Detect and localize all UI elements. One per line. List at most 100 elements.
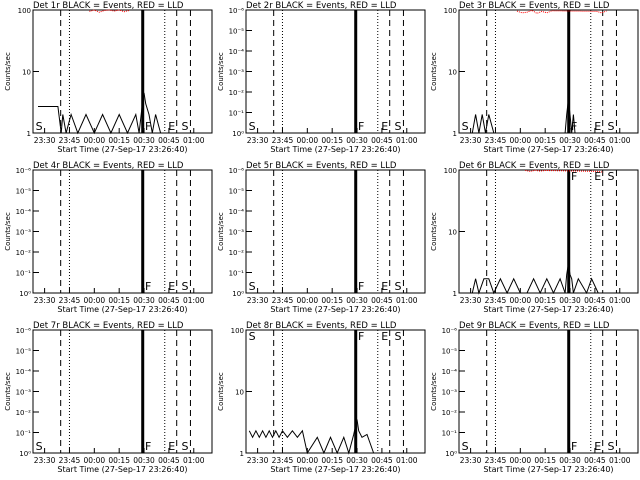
y-tick-label: 10⁻⁶ [16, 327, 32, 335]
data-line [471, 263, 599, 295]
x-tick-label: 00:15 [321, 296, 343, 305]
panel-title: Det 9r BLACK = Events, RED = LLD [459, 321, 610, 331]
x-tick-label: 01:00 [609, 296, 631, 305]
plot-frame [32, 329, 213, 454]
panel-title: Det 6r BLACK = Events, RED = LLD [459, 161, 610, 171]
marker-letter: E [594, 170, 601, 183]
x-tick-label: 00:45 [584, 136, 606, 145]
y-tick-label: 10 [22, 69, 31, 77]
marker-letter: S [249, 330, 256, 343]
x-tick-label: 23:30 [460, 136, 482, 145]
x-tick-label: 23:30 [34, 296, 56, 305]
marker-letter: E [381, 280, 388, 293]
marker-letter: S [182, 280, 189, 293]
marker-letter: S [395, 120, 402, 133]
marker-letter: E [381, 330, 388, 343]
y-tick-label: 1 [240, 450, 244, 458]
y-axis-label: Counts/sec [217, 52, 225, 91]
plot-frame [245, 9, 426, 134]
marker-letter: F [571, 170, 577, 183]
y-tick-label: 10 [448, 69, 457, 77]
x-tick-label: 23:30 [247, 456, 269, 465]
y-tick-label: 10⁻⁵ [442, 348, 458, 356]
marker-letter: F [145, 120, 151, 133]
panel-title: Det 7r BLACK = Events, RED = LLD [33, 321, 184, 331]
marker-letter: S [249, 120, 256, 133]
panel: Det 7r BLACK = Events, RED = LLD Counts/s… [4, 321, 213, 474]
plot-frame [32, 9, 213, 134]
x-axis-label: Start Time (27-Sep-17 23:26:40) [483, 465, 613, 474]
y-axis-label: Counts/sec [4, 372, 12, 411]
y-tick-label: 10⁻⁶ [16, 167, 32, 175]
marker-letter: E [594, 440, 601, 453]
x-tick-label: 00:00 [84, 296, 106, 305]
y-tick-label: 100 [444, 167, 457, 175]
panel: Det 4r BLACK = Events, RED = LLD Counts/s… [4, 161, 213, 314]
data-line [471, 99, 576, 134]
marker-letter: S [608, 170, 615, 183]
marker-letter: E [168, 120, 175, 133]
y-tick-label: 10⁻² [229, 249, 245, 257]
x-tick-label: 00:30 [559, 296, 581, 305]
x-tick-label: 00:45 [371, 136, 393, 145]
x-tick-label: 01:00 [396, 136, 418, 145]
x-tick-label: 00:00 [297, 136, 319, 145]
y-axis-label: Counts/sec [430, 372, 438, 411]
x-tick-label: 00:00 [297, 296, 319, 305]
y-tick-label: 10⁰ [232, 130, 244, 138]
panel: Det 2r BLACK = Events, RED = LLD Counts/s… [217, 1, 426, 154]
marker-letter: S [249, 280, 256, 293]
y-tick-label: 10⁻¹ [442, 430, 458, 438]
y-tick-label: 10⁻⁴ [229, 48, 245, 56]
panel-title: Det 2r BLACK = Events, RED = LLD [246, 1, 397, 11]
x-axis-label: Start Time (27-Sep-17 23:26:40) [483, 305, 613, 314]
x-axis-label: Start Time (27-Sep-17 23:26:40) [57, 465, 187, 474]
plot-frame [32, 169, 213, 294]
y-tick-label: 10 [235, 389, 244, 397]
x-tick-label: 01:00 [183, 456, 205, 465]
marker-letter: S [36, 440, 43, 453]
x-axis-label: Start Time (27-Sep-17 23:26:40) [270, 145, 400, 154]
x-tick-label: 00:45 [158, 296, 180, 305]
marker-letter: S [182, 440, 189, 453]
y-tick-label: 100 [444, 7, 457, 15]
y-tick-label: 10⁻² [16, 409, 32, 417]
y-tick-label: 10⁻⁵ [16, 188, 32, 196]
x-tick-label: 23:45 [485, 296, 507, 305]
x-tick-label: 00:30 [346, 296, 368, 305]
y-tick-label: 10⁻¹ [229, 110, 245, 118]
y-tick-label: 10⁻⁶ [229, 7, 245, 15]
x-tick-label: 00:45 [158, 456, 180, 465]
x-tick-label: 23:45 [272, 296, 294, 305]
x-tick-label: 00:30 [346, 136, 368, 145]
marker-letter: S [462, 440, 469, 453]
y-tick-label: 10⁻³ [229, 69, 245, 77]
x-tick-label: 00:15 [321, 456, 343, 465]
y-tick-label: 10⁻⁵ [229, 28, 245, 36]
x-tick-label: 00:30 [133, 456, 155, 465]
x-axis-label: Start Time (27-Sep-17 23:26:40) [270, 305, 400, 314]
y-tick-label: 10⁻⁵ [229, 188, 245, 196]
x-tick-label: 23:45 [59, 456, 81, 465]
y-tick-label: 10⁻³ [442, 389, 458, 397]
y-tick-label: 10⁻¹ [16, 430, 32, 438]
panel: Det 5r BLACK = Events, RED = LLD Counts/s… [217, 161, 426, 314]
y-tick-label: 10⁻⁴ [16, 368, 32, 376]
y-tick-label: 10⁻⁴ [442, 368, 458, 376]
panel-title: Det 3r BLACK = Events, RED = LLD [459, 1, 610, 11]
y-axis-label: Counts/sec [4, 212, 12, 251]
x-tick-label: 00:00 [510, 136, 532, 145]
x-tick-label: 23:30 [460, 456, 482, 465]
y-tick-label: 10⁻² [229, 89, 245, 97]
plot-frame [458, 329, 639, 454]
marker-letter: E [168, 280, 175, 293]
x-tick-label: 00:45 [584, 296, 606, 305]
x-tick-label: 00:45 [371, 456, 393, 465]
marker-letter: F [145, 280, 151, 293]
x-tick-label: 23:45 [59, 136, 81, 145]
x-tick-label: 01:00 [396, 296, 418, 305]
marker-letter: E [168, 440, 175, 453]
x-tick-label: 00:45 [371, 296, 393, 305]
marker-letter: S [395, 330, 402, 343]
